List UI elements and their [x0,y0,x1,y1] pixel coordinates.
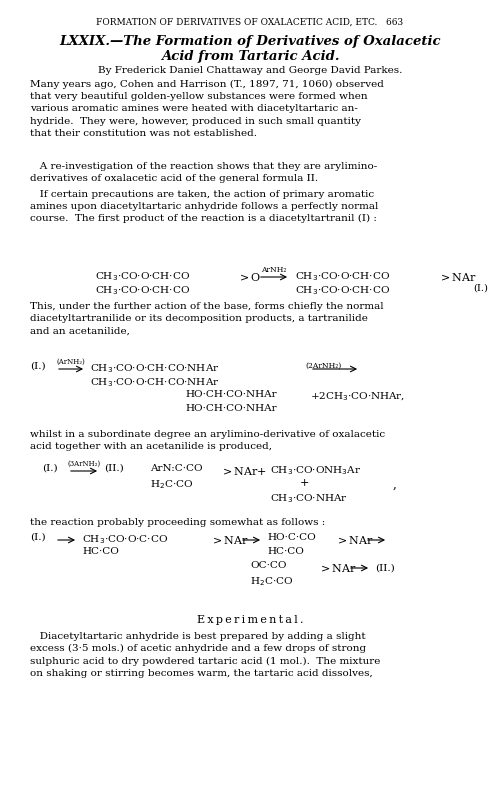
Text: CH$_3$·CO·O·CH·CO: CH$_3$·CO·O·CH·CO [295,270,390,283]
Text: HO·CH·CO·NHAr: HO·CH·CO·NHAr [185,390,276,399]
Text: OC·CO: OC·CO [250,561,286,570]
Text: ,: , [393,478,397,491]
Text: $>$NAr: $>$NAr [335,534,374,546]
Text: (I.): (I.) [473,284,488,293]
Text: +: + [300,478,310,488]
Text: FORMATION OF DERIVATIVES OF OXALACETIC ACID, ETC.   663: FORMATION OF DERIVATIVES OF OXALACETIC A… [96,18,404,27]
Text: LXXIX.—The Formation of Derivatives of Oxalacetic: LXXIX.—The Formation of Derivatives of O… [59,35,441,48]
Text: CH$_3$·CO·ONH$_3$Ar: CH$_3$·CO·ONH$_3$Ar [270,464,361,477]
Text: $>$O: $>$O [237,271,261,283]
Text: (II.): (II.) [375,564,395,573]
Text: (I.): (I.) [30,533,46,542]
Text: +2CH$_3$·CO·NHAr,: +2CH$_3$·CO·NHAr, [310,390,405,403]
Text: CH$_3$·CO·O·CH·CO·NHAr: CH$_3$·CO·O·CH·CO·NHAr [90,376,220,389]
Text: This, under the further action of the base, forms chiefly the normal
diacetyltar: This, under the further action of the ba… [30,302,384,335]
Text: $>$NAr: $>$NAr [210,534,248,546]
Text: $>$NAr+: $>$NAr+ [220,465,267,477]
Text: whilst in a subordinate degree an arylimino-derivative of oxalacetic
acid togeth: whilst in a subordinate degree an arylim… [30,430,385,451]
Text: $>$NAr: $>$NAr [438,271,476,283]
Text: (2ArNH₂): (2ArNH₂) [305,362,341,370]
Text: (3ArNH₂): (3ArNH₂) [68,460,100,468]
Text: H$_2$C·CO: H$_2$C·CO [150,478,193,491]
Text: CH$_3$·CO·O·CH·CO: CH$_3$·CO·O·CH·CO [95,284,190,296]
Text: Many years ago, Cohen and Harrison (T., 1897, 71, 1060) observed
that very beaut: Many years ago, Cohen and Harrison (T., … [30,80,384,138]
Text: CH$_3$·CO·O·C·CO: CH$_3$·CO·O·C·CO [82,533,168,546]
Text: HO·C·CO: HO·C·CO [267,533,316,542]
Text: ArN:C·CO: ArN:C·CO [150,464,203,473]
Text: H$_2$C·CO: H$_2$C·CO [250,575,293,588]
Text: (ArNH₂): (ArNH₂) [56,358,86,366]
Text: By Frederick Daniel Chattaway and George David Parkes.: By Frederick Daniel Chattaway and George… [98,66,402,75]
Text: HC·CO: HC·CO [267,547,304,556]
Text: CH$_3$·CO·O·CH·CO: CH$_3$·CO·O·CH·CO [295,284,390,296]
Text: HO·CH·CO·NHAr: HO·CH·CO·NHAr [185,404,276,413]
Text: CH$_3$·CO·O·CH·CO: CH$_3$·CO·O·CH·CO [95,270,190,283]
Text: $>$NAr: $>$NAr [318,562,356,574]
Text: If certain precautions are taken, the action of primary aromatic
amines upon dia: If certain precautions are taken, the ac… [30,190,379,224]
Text: (II.): (II.) [104,464,124,473]
Text: CH$_3$·CO·NHAr: CH$_3$·CO·NHAr [270,492,347,505]
Text: Acid from Tartaric Acid.: Acid from Tartaric Acid. [161,50,339,63]
Text: (I.): (I.) [30,362,46,371]
Text: A re-investigation of the reaction shows that they are arylimino-
derivatives of: A re-investigation of the reaction shows… [30,162,378,183]
Text: the reaction probably proceeding somewhat as follows :: the reaction probably proceeding somewha… [30,518,325,527]
Text: (I.): (I.) [42,464,58,473]
Text: HC·CO: HC·CO [82,547,119,556]
Text: ArNH₂: ArNH₂ [262,266,286,274]
Text: E x p e r i m e n t a l .: E x p e r i m e n t a l . [197,615,303,625]
Text: CH$_3$·CO·O·CH·CO·NHAr: CH$_3$·CO·O·CH·CO·NHAr [90,362,220,375]
Text: Diacetyltartaric anhydride is best prepared by adding a slight
excess (3·5 mols.: Diacetyltartaric anhydride is best prepa… [30,632,381,678]
